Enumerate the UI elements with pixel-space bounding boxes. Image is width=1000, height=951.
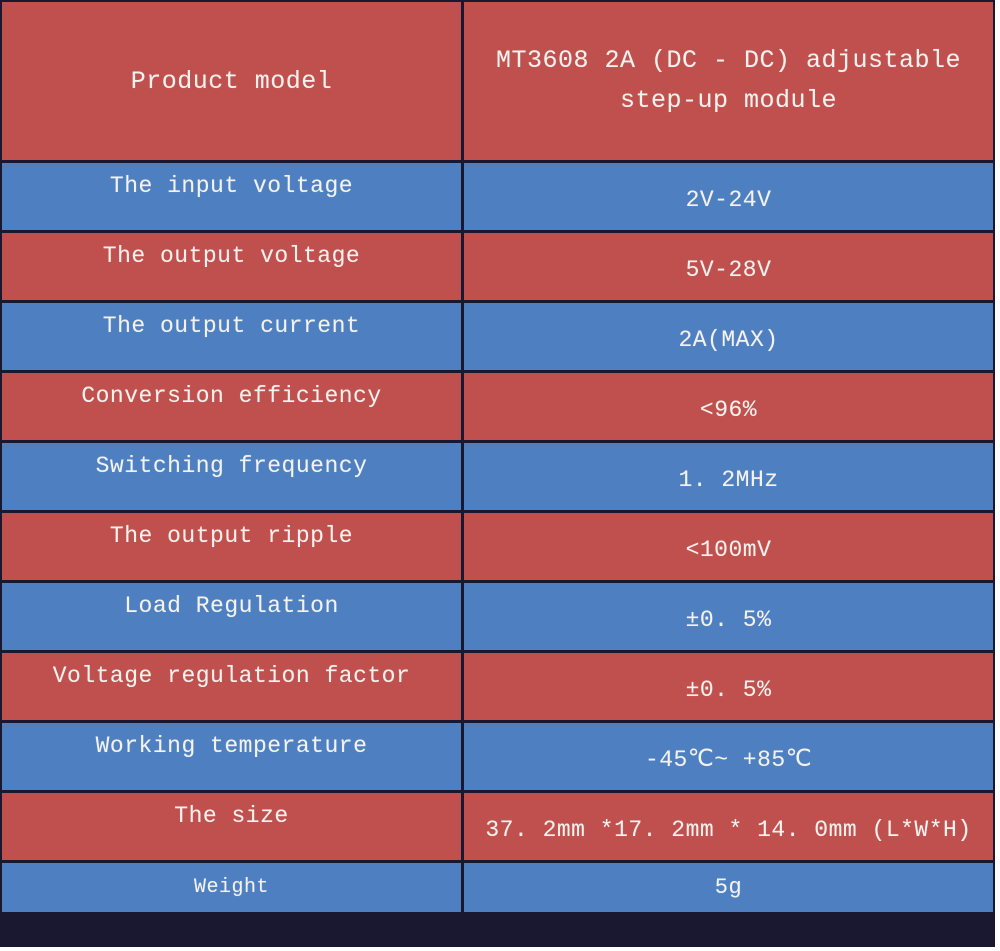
table-row: The output ripple <100mV (2, 510, 993, 580)
spec-label-cell: Switching frequency (2, 443, 464, 510)
spec-label: Working temperature (95, 732, 368, 759)
spec-value-cell: -45℃~ +85℃ (464, 723, 993, 790)
spec-value-cell: 5g (464, 863, 993, 912)
spec-label-cell: The size (2, 793, 464, 860)
table-row: Product model MT3608 2A (DC - DC) adjusta… (2, 2, 993, 160)
spec-value-cell: ±0. 5% (464, 583, 993, 650)
spec-value-cell: <100mV (464, 513, 993, 580)
spec-label-cell: The output voltage (2, 233, 464, 300)
spec-value: <96% (699, 396, 758, 423)
spec-label-cell: Product model (2, 2, 464, 160)
spec-label-cell: Weight (2, 863, 464, 912)
spec-label: Product model (130, 66, 333, 96)
spec-label: The size (174, 802, 289, 829)
table-row: The output voltage 5V-28V (2, 230, 993, 300)
spec-value-cell: <96% (464, 373, 993, 440)
spec-label-cell: Conversion efficiency (2, 373, 464, 440)
table-row: Switching frequency 1. 2MHz (2, 440, 993, 510)
spec-value-cell: 5V-28V (464, 233, 993, 300)
spec-value: ±0. 5% (685, 606, 772, 633)
spec-value: -45℃~ +85℃ (644, 747, 813, 773)
spec-value: 2A(MAX) (678, 326, 779, 353)
spec-label: The output current (102, 312, 361, 339)
spec-label: Weight (193, 876, 269, 899)
spec-value-cell: ±0. 5% (464, 653, 993, 720)
spec-value: MT3608 2A (DC - DC) adjustable step-up m… (495, 46, 977, 115)
spec-label-cell: Working temperature (2, 723, 464, 790)
table-row: Voltage regulation factor ±0. 5% (2, 650, 993, 720)
spec-value-cell: 1. 2MHz (464, 443, 993, 510)
spec-label: The output voltage (102, 242, 361, 269)
spec-value-cell: MT3608 2A (DC - DC) adjustable step-up m… (464, 2, 993, 160)
spec-value-cell: 2V-24V (464, 163, 993, 230)
spec-label-cell: The input voltage (2, 163, 464, 230)
table-row: Conversion efficiency <96% (2, 370, 993, 440)
table-row: The size 37. 2mm *17. 2mm * 14. 0mm (L*W*… (2, 790, 993, 860)
spec-value-cell: 37. 2mm *17. 2mm * 14. 0mm (L*W*H) (464, 793, 993, 860)
spec-label: Voltage regulation factor (52, 662, 411, 689)
spec-label-cell: Load Regulation (2, 583, 464, 650)
table-row: Load Regulation ±0. 5% (2, 580, 993, 650)
spec-value: 2V-24V (685, 186, 772, 213)
spec-label: The input voltage (109, 172, 354, 199)
table-row: The input voltage 2V-24V (2, 160, 993, 230)
table-row: The output current 2A(MAX) (2, 300, 993, 370)
spec-label-cell: The output current (2, 303, 464, 370)
spec-value: 37. 2mm *17. 2mm * 14. 0mm (L*W*H) (485, 816, 972, 843)
spec-label: The output ripple (109, 522, 354, 549)
spec-label: Conversion efficiency (81, 382, 382, 409)
spec-value: 1. 2MHz (678, 466, 779, 493)
spec-label-cell: Voltage regulation factor (2, 653, 464, 720)
spec-value: ±0. 5% (685, 676, 772, 703)
spec-label-cell: The output ripple (2, 513, 464, 580)
spec-value: 5V-28V (685, 256, 772, 283)
spec-label: Switching frequency (95, 452, 368, 479)
spec-value: 5g (714, 875, 743, 900)
table-row: Weight 5g (2, 860, 993, 912)
spec-label: Load Regulation (124, 592, 339, 619)
spec-value-cell: 2A(MAX) (464, 303, 993, 370)
table-row: Working temperature -45℃~ +85℃ (2, 720, 993, 790)
spec-value: <100mV (685, 536, 772, 563)
